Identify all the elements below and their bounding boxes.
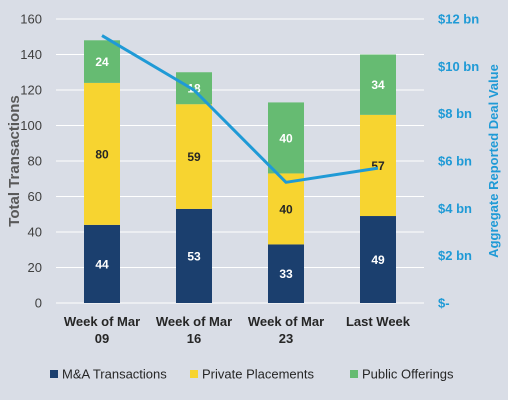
bar-segment bbox=[268, 244, 304, 303]
bar-segment bbox=[84, 82, 120, 225]
bar-segment bbox=[268, 102, 304, 174]
y2-axis-title: Aggregate Reported Deal Value bbox=[486, 64, 501, 258]
y-tick-label: 120 bbox=[20, 83, 42, 98]
x-tick-label: 09 bbox=[95, 331, 109, 346]
y2-tick-label: $10 bn bbox=[438, 59, 479, 74]
legend-label: Public Offerings bbox=[362, 367, 454, 382]
legend-swatch bbox=[350, 370, 358, 378]
data-label: 57 bbox=[371, 159, 385, 173]
y-tick-label: 160 bbox=[20, 12, 42, 27]
deal-value-line bbox=[101, 34, 379, 184]
x-tick-label: 23 bbox=[279, 331, 293, 346]
y-tick-label: 60 bbox=[28, 189, 42, 204]
y-tick-label: 40 bbox=[28, 225, 42, 240]
x-tick-label: Week of Mar bbox=[248, 314, 324, 329]
data-label: 53 bbox=[187, 249, 201, 263]
y-tick-label: 0 bbox=[35, 296, 42, 311]
y2-tick-label: $- bbox=[438, 296, 450, 311]
data-label: 80 bbox=[95, 147, 109, 161]
y-tick-label: 80 bbox=[28, 154, 42, 169]
bar-segment bbox=[360, 54, 396, 115]
x-tick-label: Last Week bbox=[346, 314, 411, 329]
data-label: 24 bbox=[95, 55, 109, 69]
legend-label: M&A Transactions bbox=[62, 367, 167, 382]
legend-swatch bbox=[190, 370, 198, 378]
y-tick-label: 100 bbox=[20, 118, 42, 133]
data-label: 33 bbox=[279, 267, 293, 281]
y-tick-label: 140 bbox=[20, 47, 42, 62]
y2-tick-label: $6 bn bbox=[438, 154, 472, 169]
y2-tick-label: $4 bn bbox=[438, 201, 472, 216]
bar-segment bbox=[176, 208, 212, 303]
x-tick-label: Week of Mar bbox=[64, 314, 140, 329]
bar-segment bbox=[176, 104, 212, 209]
y-axis-title: Total Transactions bbox=[6, 95, 23, 226]
bar-segment bbox=[84, 224, 120, 303]
x-tick-label: 16 bbox=[187, 331, 201, 346]
y2-tick-label: $8 bn bbox=[438, 106, 472, 121]
data-label: 34 bbox=[371, 78, 385, 92]
y2-tick-label: $2 bn bbox=[438, 248, 472, 263]
legend-swatch bbox=[50, 370, 58, 378]
bar-segment bbox=[268, 173, 304, 245]
bar-segment bbox=[360, 216, 396, 303]
y2-tick-label: $12 bn bbox=[438, 12, 479, 27]
legend-label: Private Placements bbox=[202, 367, 314, 382]
data-label: 44 bbox=[95, 257, 109, 271]
bar-segment bbox=[360, 114, 396, 217]
x-tick-label: Week of Mar bbox=[156, 314, 232, 329]
bar-segment bbox=[84, 40, 120, 83]
data-label: 40 bbox=[279, 131, 293, 145]
data-label: 59 bbox=[187, 150, 201, 164]
bar-segment bbox=[176, 72, 212, 105]
data-label: 49 bbox=[371, 253, 385, 267]
data-label: 40 bbox=[279, 202, 293, 216]
y-tick-label: 20 bbox=[28, 260, 42, 275]
